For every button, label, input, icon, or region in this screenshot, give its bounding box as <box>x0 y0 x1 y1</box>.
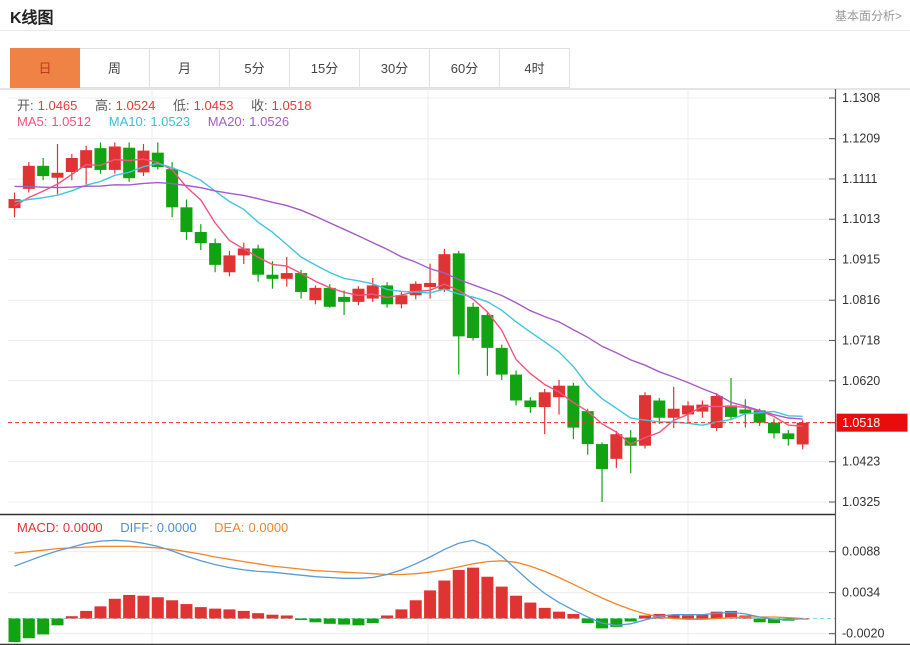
axis-labels: 1.1308 1.1209 1.1111 1.1013 1.0915 1.0816 1.07… <box>829 91 884 641</box>
dea-line <box>14 545 803 620</box>
svg-text:1.1308: 1.1308 <box>842 91 880 105</box>
tab-month[interactable]: 月 <box>150 48 220 88</box>
page-title: K线图 <box>10 10 54 27</box>
svg-text:1.0518: 1.0518 <box>842 416 880 430</box>
svg-text:1.1111: 1.1111 <box>842 172 877 186</box>
tab-5min[interactable]: 5分 <box>220 48 290 88</box>
gridlines <box>8 89 835 644</box>
tab-day[interactable]: 日 <box>10 48 80 88</box>
svg-text:1.0423: 1.0423 <box>842 455 880 469</box>
page-header: K线图 基本面分析> <box>0 0 910 31</box>
interval-tabbar: 日 周 月 5分 15分 30分 60分 4时 <box>10 48 910 88</box>
interval-tabbar-zone: 日 周 月 5分 15分 30分 60分 4时 <box>0 48 910 89</box>
macd-histogram <box>8 567 809 643</box>
ma5-line <box>14 158 803 445</box>
tab-30min[interactable]: 30分 <box>360 48 430 88</box>
tab-15min[interactable]: 15分 <box>290 48 360 88</box>
ma10-line <box>14 162 803 426</box>
tab-week[interactable]: 周 <box>80 48 150 88</box>
tab-60min[interactable]: 60分 <box>430 48 500 88</box>
ma20-line <box>14 181 803 420</box>
svg-text:0.0034: 0.0034 <box>842 586 880 600</box>
candles <box>8 142 809 503</box>
diff-line <box>14 539 803 626</box>
svg-text:-0.0020: -0.0020 <box>842 627 884 641</box>
svg-text:0.0088: 0.0088 <box>842 545 880 559</box>
current-price-badge: 1.0518 <box>836 413 908 432</box>
svg-text:1.0325: 1.0325 <box>842 495 880 509</box>
svg-text:1.0620: 1.0620 <box>842 374 880 388</box>
svg-text:1.0816: 1.0816 <box>842 293 880 307</box>
svg-text:1.1013: 1.1013 <box>842 212 880 226</box>
svg-text:1.0718: 1.0718 <box>842 333 880 347</box>
fundamental-analysis-link[interactable]: 基本面分析> <box>834 9 902 23</box>
axes <box>0 89 910 645</box>
svg-text:1.0915: 1.0915 <box>842 253 880 267</box>
kline-chart-canvas[interactable]: 1.0518 1.1308 1.1209 1.1111 1.1013 1.0915 1.08… <box>0 89 910 645</box>
svg-text:1.1209: 1.1209 <box>842 132 880 146</box>
tab-4hour[interactable]: 4时 <box>500 48 570 88</box>
kline-chart-area[interactable]: 1.0518 1.1308 1.1209 1.1111 1.1013 1.0915 1.08… <box>0 89 910 645</box>
